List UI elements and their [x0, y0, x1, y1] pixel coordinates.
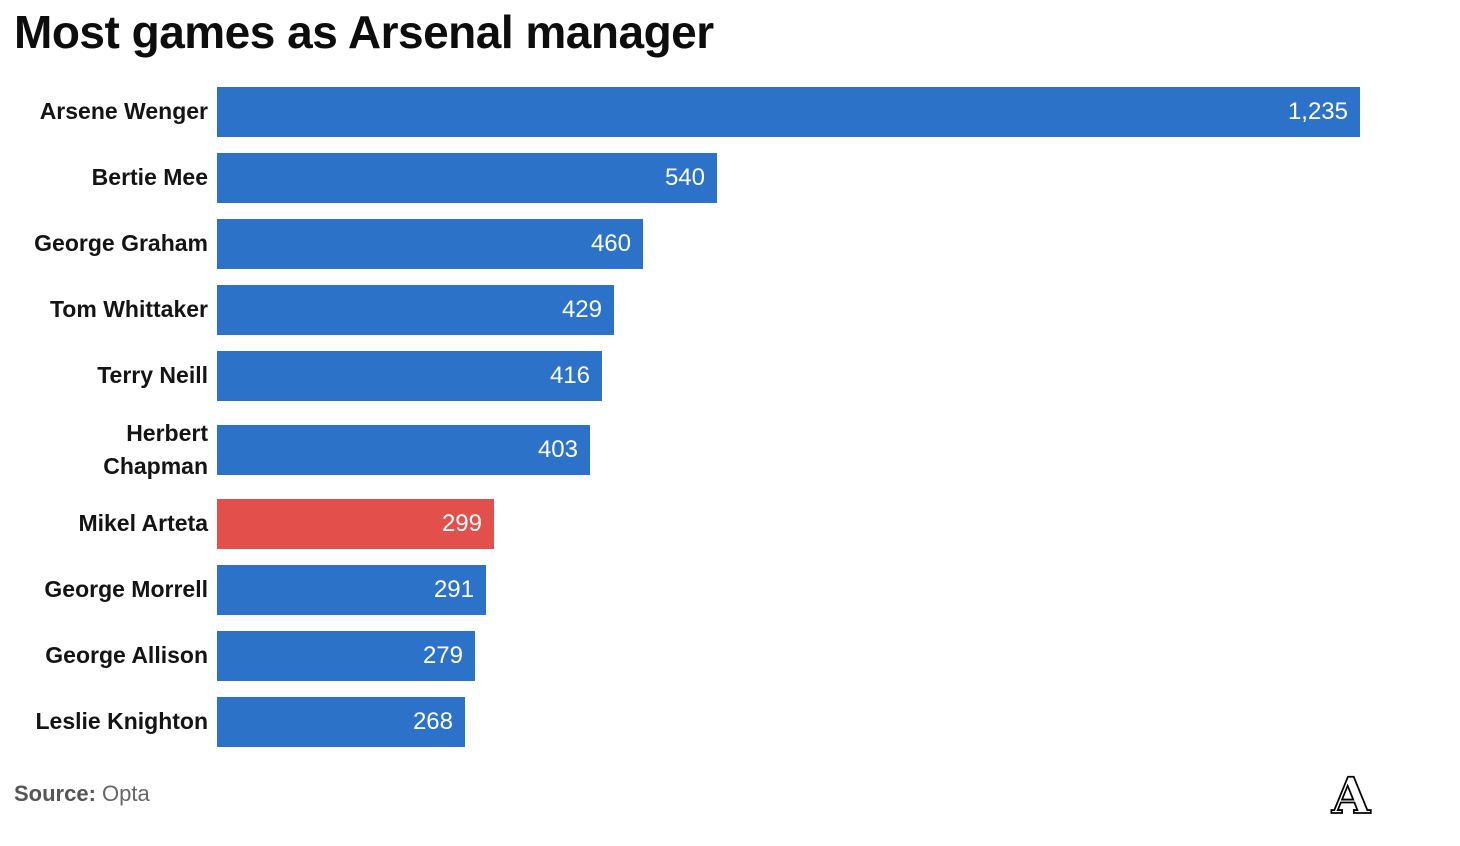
bar-row: Arsene Wenger 1,235 [0, 86, 1460, 137]
category-label: Tom Whittaker [49, 296, 208, 323]
category-label: Herbert Chapman [103, 419, 208, 479]
bar: 1,235 [217, 86, 1360, 137]
chart-footer: Source: Opta A [14, 766, 1375, 822]
category-label: Mikel Arteta [78, 510, 208, 537]
bar-value-label: 429 [561, 295, 602, 323]
source-value: Opta [102, 780, 150, 806]
category-label: Bertie Mee [91, 164, 208, 191]
source-credit: Source: Opta [14, 781, 150, 807]
category-label: George Graham [34, 230, 208, 257]
category-label: George Allison [45, 642, 208, 669]
bar: 403 [217, 424, 590, 475]
chart-title: Most games as Arsenal manager [14, 6, 714, 58]
bar-chart: Arsene Wenger 1,235 Bertie Mee 540 Georg… [0, 86, 1460, 747]
bar-row: Leslie Knighton 268 [0, 696, 1460, 747]
source-label: Source: [14, 780, 96, 806]
bar: 416 [217, 350, 602, 401]
category-label: Arsene Wenger [39, 98, 208, 125]
category-label: George Morrell [44, 576, 208, 603]
bar-value-label: 403 [537, 435, 578, 463]
bar-row: Bertie Mee 540 [0, 152, 1460, 203]
bar-value-label: 416 [549, 361, 590, 389]
bar-value-label: 279 [422, 641, 463, 669]
bar-row: George Allison 279 [0, 630, 1460, 681]
bar: 540 [217, 152, 717, 203]
svg-text:A: A [1331, 766, 1372, 822]
bar-row: Terry Neill 416 [0, 350, 1460, 401]
bar-row: Tom Whittaker 429 [0, 284, 1460, 335]
bar-value-label: 268 [412, 707, 453, 735]
bar-value-label: 460 [590, 229, 631, 257]
bar: 268 [217, 696, 465, 747]
bar: 460 [217, 218, 643, 269]
bar: 299 [217, 498, 494, 549]
bar-row: Mikel Arteta 299 [0, 498, 1460, 549]
bar: 291 [217, 564, 486, 615]
bar: 429 [217, 284, 614, 335]
athletic-a-logo-icon: A [1330, 766, 1373, 822]
bar: 279 [217, 630, 475, 681]
bar-value-label: 540 [664, 163, 705, 191]
bar-row: George Graham 460 [0, 218, 1460, 269]
bar-value-label: 291 [433, 575, 474, 603]
category-label: Terry Neill [97, 362, 208, 389]
bar-value-label: 1,235 [1287, 97, 1348, 125]
bar-value-label: 299 [441, 509, 482, 537]
bar-row: Herbert Chapman 403 [0, 417, 1460, 483]
bar-row: George Morrell 291 [0, 564, 1460, 615]
category-label: Leslie Knighton [35, 708, 209, 735]
